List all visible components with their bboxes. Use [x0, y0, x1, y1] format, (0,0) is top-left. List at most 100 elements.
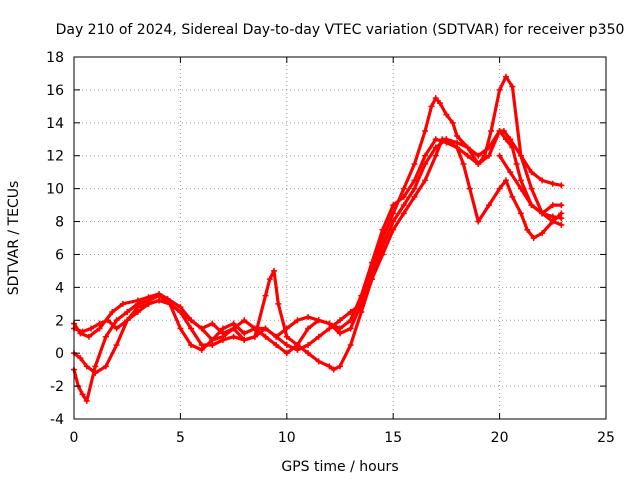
data-point [315, 317, 322, 324]
data-point [219, 333, 226, 340]
data-point [337, 363, 343, 370]
data-point [509, 83, 516, 90]
data-point [209, 320, 216, 327]
data-point [315, 333, 322, 340]
data-point [528, 185, 535, 192]
data-point [177, 325, 184, 332]
data-point [113, 317, 120, 324]
data-point [88, 325, 95, 332]
data-point [558, 210, 565, 217]
data-point [113, 325, 120, 332]
data-point [530, 235, 537, 241]
data-point [517, 152, 524, 159]
data-point [273, 341, 280, 348]
data-point [496, 128, 503, 135]
data-point [464, 152, 471, 159]
data-point [102, 363, 109, 370]
data-point [305, 350, 312, 357]
y-tick-label: 2 [55, 313, 64, 329]
data-point [400, 185, 407, 192]
data-point [330, 366, 337, 373]
data-point [166, 300, 173, 307]
data-point [124, 317, 131, 324]
data-point [496, 86, 503, 93]
data-point [230, 333, 237, 340]
x-tick-label: 0 [70, 430, 79, 446]
data-point [283, 341, 290, 348]
data-point [422, 128, 429, 135]
data-point [443, 111, 450, 118]
data-point [390, 218, 397, 225]
data-point [102, 333, 109, 340]
data-point [437, 100, 444, 107]
data-point [85, 333, 92, 340]
grid-lines [74, 57, 606, 419]
data-point [275, 300, 282, 307]
data-point [528, 169, 535, 176]
data-point [485, 202, 492, 209]
data-point [368, 276, 375, 283]
data-point [509, 144, 516, 151]
data-point [411, 193, 418, 200]
data-point [337, 325, 343, 332]
y-tick-label: 4 [55, 280, 64, 296]
data-point [83, 363, 90, 370]
data-point [241, 317, 248, 324]
data-point [347, 325, 354, 332]
data-point [124, 309, 131, 316]
axis-ticks: 0 5 10 15 20 25 -4 -2 0 2 4 6 8 10 12 14 16 18 [46, 50, 615, 446]
data-point [113, 341, 120, 348]
data-point [230, 325, 237, 332]
data-point [294, 341, 301, 348]
data-point [475, 152, 482, 159]
data-point [528, 202, 535, 209]
data-point [79, 328, 86, 335]
y-tick-label: 10 [46, 182, 64, 198]
data-point [517, 185, 524, 192]
data-point [502, 73, 509, 80]
data-point [411, 177, 418, 184]
y-tick-label: 8 [55, 215, 64, 231]
data-point [92, 363, 99, 370]
data-point [283, 333, 290, 340]
data-point [358, 292, 365, 299]
x-tick-label: 20 [491, 430, 509, 446]
series-group [71, 73, 565, 404]
data-point [77, 355, 84, 362]
data-point [422, 177, 429, 184]
data-point [390, 202, 397, 209]
data-point [539, 210, 546, 217]
data-point [496, 152, 503, 159]
series-trace-5 [496, 152, 565, 217]
data-point [422, 152, 429, 159]
data-point [134, 300, 141, 307]
data-point [411, 185, 418, 192]
data-point [198, 346, 205, 353]
data-point [105, 317, 112, 324]
data-point [347, 317, 354, 324]
data-point [219, 325, 226, 332]
data-point [305, 325, 312, 332]
data-point [449, 119, 456, 126]
data-point [251, 333, 258, 340]
data-point [502, 177, 509, 184]
data-point [305, 313, 312, 320]
y-tick-label: 0 [55, 346, 64, 362]
data-point [496, 185, 503, 192]
data-point [83, 397, 90, 404]
data-point [109, 309, 116, 316]
x-tick-label: 25 [597, 430, 615, 446]
y-tick-label: 12 [46, 149, 64, 165]
data-point [368, 259, 375, 266]
data-point [251, 325, 258, 332]
data-point [475, 160, 482, 167]
y-tick-label: -4 [50, 412, 64, 428]
series-line [72, 137, 563, 342]
data-point [177, 309, 184, 316]
data-point [488, 128, 495, 135]
data-point [347, 341, 354, 348]
data-point [188, 317, 195, 324]
data-point [517, 210, 524, 217]
data-point [432, 136, 439, 143]
